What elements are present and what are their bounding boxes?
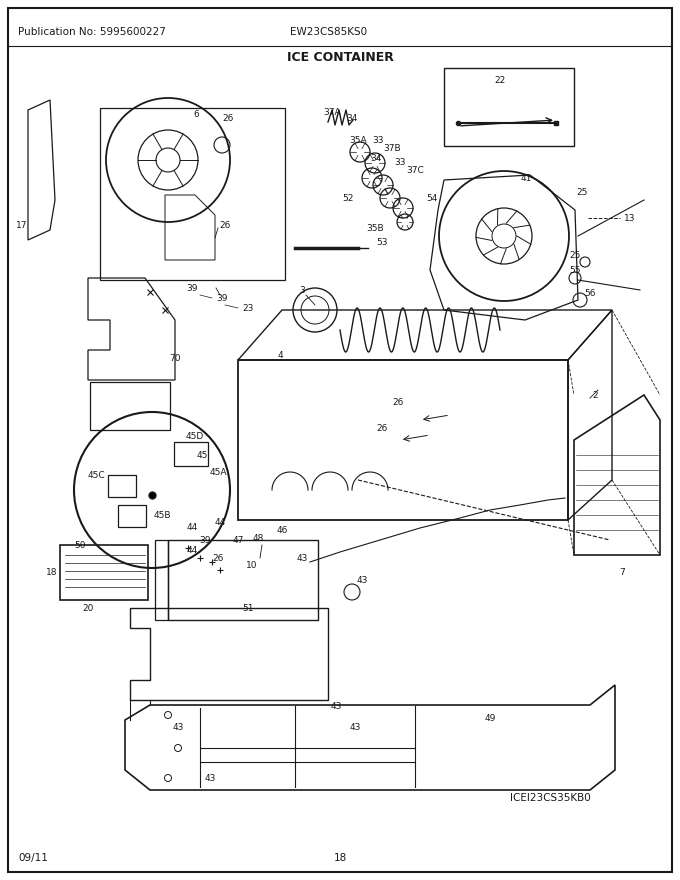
Text: 26: 26 [222, 114, 234, 122]
Text: 23: 23 [242, 304, 254, 312]
Text: 35B: 35B [367, 224, 384, 232]
Text: 22: 22 [494, 76, 506, 84]
Text: 45C: 45C [87, 471, 105, 480]
Text: 4: 4 [277, 350, 283, 360]
Text: 18: 18 [46, 568, 58, 576]
Text: 53: 53 [376, 238, 388, 246]
Text: 6: 6 [193, 109, 199, 119]
Text: 54: 54 [426, 194, 438, 202]
Text: 37C: 37C [406, 165, 424, 174]
Text: 2: 2 [592, 391, 598, 400]
Text: 43: 43 [350, 722, 360, 731]
Text: 09/11: 09/11 [18, 853, 48, 863]
Text: 47: 47 [233, 536, 243, 545]
Text: 25: 25 [577, 187, 588, 196]
Text: 26: 26 [212, 554, 224, 562]
Text: 43: 43 [204, 774, 216, 782]
Text: 44: 44 [214, 517, 226, 526]
Bar [444, 68, 574, 146]
Text: 43: 43 [330, 701, 341, 710]
Text: 26: 26 [220, 221, 231, 230]
Text: 45A: 45A [209, 467, 226, 476]
Text: 35A: 35A [350, 136, 367, 144]
Text: 13: 13 [624, 214, 636, 223]
Text: 26: 26 [392, 398, 404, 407]
Text: 43: 43 [296, 554, 307, 562]
Text: 49: 49 [484, 714, 496, 722]
Text: 45B: 45B [153, 510, 171, 519]
Text: EW23CS85KS0: EW23CS85KS0 [290, 27, 367, 37]
Text: 46: 46 [276, 525, 288, 534]
Text: 17: 17 [16, 221, 28, 230]
Text: 43: 43 [172, 722, 184, 731]
Text: 20: 20 [82, 604, 94, 612]
Text: 25: 25 [569, 251, 581, 260]
Bar [118, 505, 146, 527]
Text: 55: 55 [569, 266, 581, 275]
Text: 39: 39 [186, 283, 198, 292]
Text: 37A: 37A [323, 107, 341, 116]
Text: 33: 33 [372, 136, 384, 144]
Text: 10: 10 [246, 561, 258, 569]
Text: 18: 18 [333, 853, 347, 863]
Text: 39: 39 [199, 536, 211, 545]
Text: 34: 34 [346, 114, 358, 122]
Text: 7: 7 [619, 568, 625, 576]
Text: 45: 45 [197, 451, 207, 459]
Text: 26: 26 [376, 423, 388, 432]
Text: 70: 70 [169, 354, 181, 363]
Bar [108, 475, 136, 497]
Text: ICEI23CS35KB0: ICEI23CS35KB0 [510, 793, 591, 803]
Text: 48: 48 [252, 533, 264, 542]
Text: Publication No: 5995600227: Publication No: 5995600227 [18, 27, 166, 37]
Text: 56: 56 [584, 289, 596, 297]
Text: 51: 51 [242, 604, 254, 612]
Text: 34: 34 [371, 153, 381, 163]
Text: 44: 44 [186, 546, 198, 554]
Text: 44: 44 [186, 523, 198, 532]
Text: ICE CONTAINER: ICE CONTAINER [286, 50, 394, 63]
Text: 45D: 45D [186, 431, 204, 441]
Text: 37B: 37B [384, 143, 401, 152]
Text: 50: 50 [74, 540, 86, 549]
Text: 39: 39 [216, 294, 228, 303]
Text: 52: 52 [342, 194, 354, 202]
Bar [174, 442, 208, 466]
Text: 3: 3 [299, 285, 305, 295]
Text: 33: 33 [394, 158, 406, 166]
Text: 43: 43 [356, 576, 368, 584]
Text: 41: 41 [520, 173, 532, 182]
